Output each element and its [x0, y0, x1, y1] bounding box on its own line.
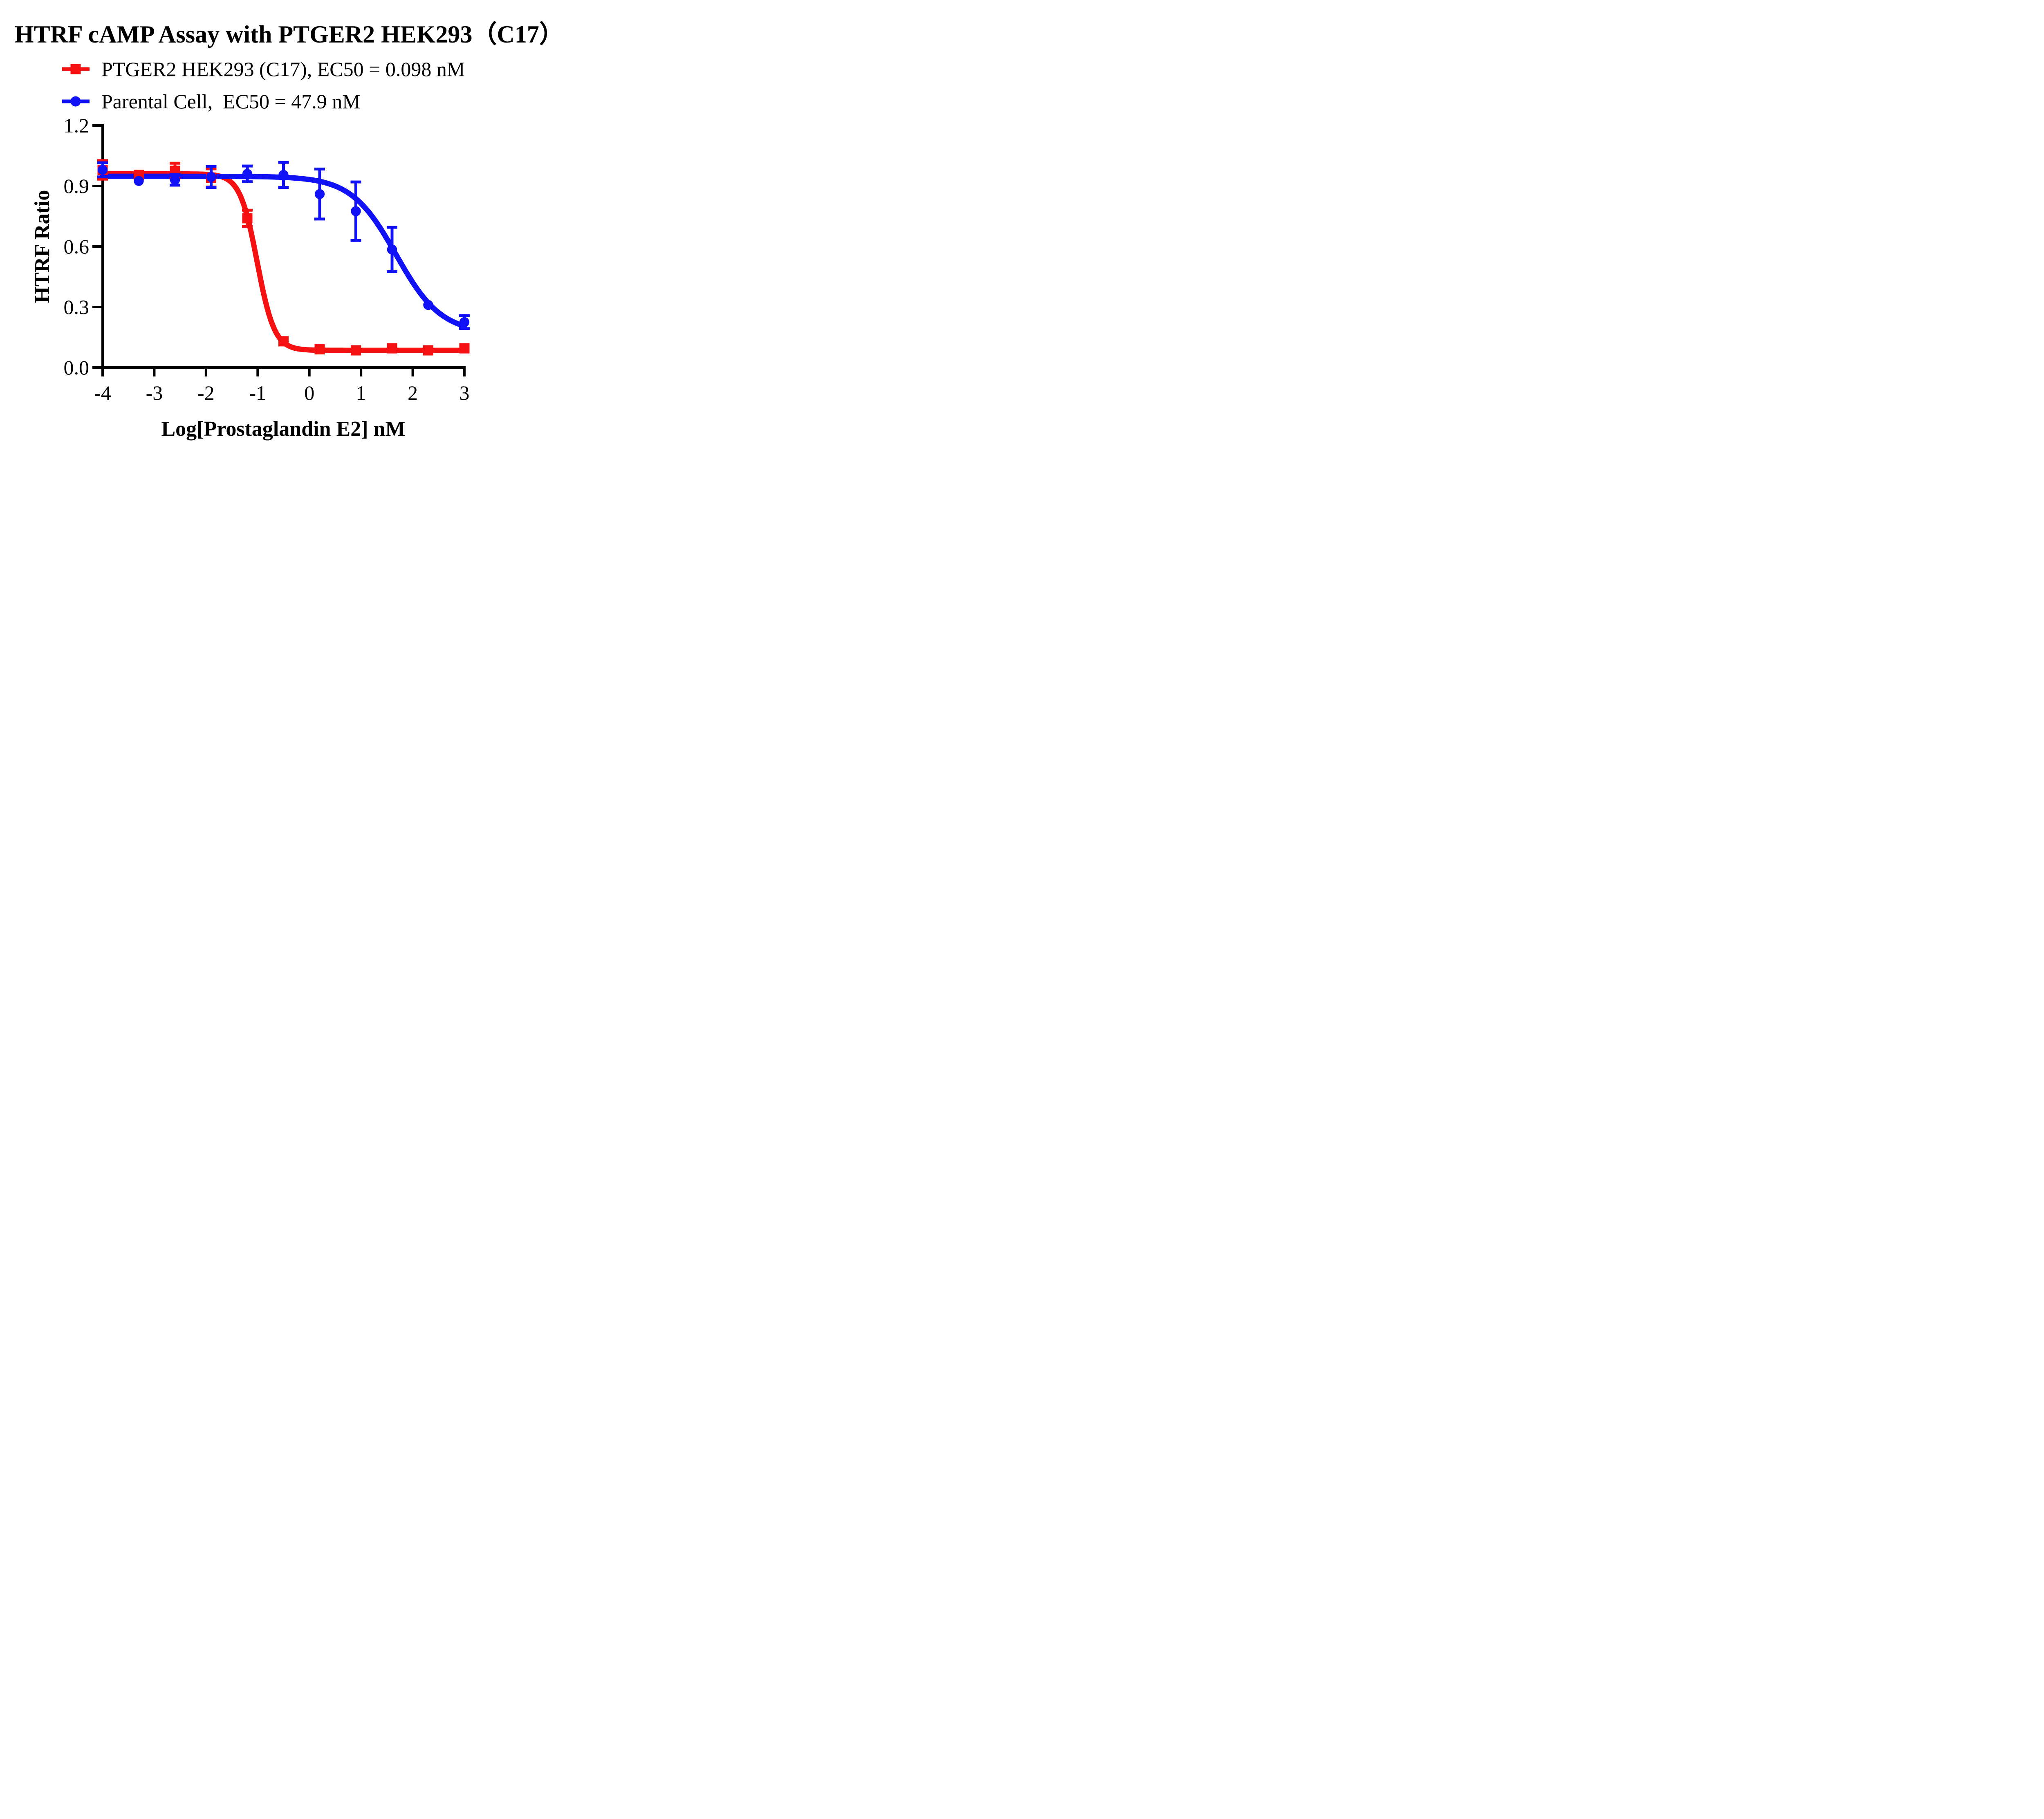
data-point-square: [278, 336, 289, 347]
data-point-circle: [206, 172, 216, 182]
legend-circle-marker-icon: [70, 96, 81, 107]
blue-series-points: [97, 161, 470, 330]
data-point-circle: [459, 317, 470, 327]
blue-fit-curve: [100, 173, 467, 329]
y-axis-label: HTRF Ratio: [31, 190, 54, 303]
x-tick-label: -3: [146, 381, 163, 404]
x-tick-label: 3: [459, 381, 470, 404]
chart-svg: HTRF cAMP Assay with PTGER2 HEK293（C17） …: [15, 20, 564, 441]
figure-canvas: HTRF cAMP Assay with PTGER2 HEK293（C17） …: [0, 0, 567, 455]
y-tick-label: 0.0: [64, 356, 90, 379]
x-tick-label: 0: [304, 381, 314, 404]
x-tick-label: 2: [408, 381, 418, 404]
chart-title: HTRF cAMP Assay with PTGER2 HEK293（C17）: [15, 20, 564, 48]
data-point-circle: [242, 169, 253, 179]
red-series-points: [97, 159, 470, 356]
y-tick-label: 1.2: [64, 114, 90, 137]
red-fit-curve: [100, 171, 467, 353]
data-point-circle: [351, 206, 361, 216]
data-point-square: [242, 213, 253, 224]
x-axis-label: Log[Prostaglandin E2] nM: [161, 417, 405, 441]
data-point-square: [387, 343, 397, 354]
legend: PTGER2 HEK293 (C17), EC50 = 0.098 nM Par…: [62, 58, 465, 113]
y-tick-label: 0.6: [64, 235, 90, 258]
legend-label-parental: Parental Cell, EC50 = 47.9 nM: [101, 90, 361, 113]
data-point-circle: [314, 189, 325, 199]
data-point-circle: [97, 165, 108, 175]
legend-item-ptger2: PTGER2 HEK293 (C17), EC50 = 0.098 nM: [62, 58, 465, 81]
data-point-circle: [278, 170, 289, 180]
plot-area: 0.0 0.3 0.6 0.9 1.2 -4 -3 -2 -1 0 1 2 3: [64, 114, 470, 404]
x-tick-label: -4: [94, 381, 111, 404]
legend-item-parental: Parental Cell, EC50 = 47.9 nM: [62, 90, 361, 113]
data-point-square: [351, 345, 361, 356]
x-tick-label: -1: [249, 381, 266, 404]
data-point-square: [314, 344, 325, 355]
y-tick-label: 0.9: [64, 175, 90, 197]
x-tick-label: -2: [197, 381, 215, 404]
data-point-circle: [134, 176, 144, 186]
data-point-square: [459, 343, 470, 354]
y-tick-label: 0.3: [64, 296, 90, 318]
data-point-square: [423, 345, 434, 356]
data-point-circle: [423, 300, 433, 310]
legend-label-ptger2: PTGER2 HEK293 (C17), EC50 = 0.098 nM: [101, 58, 465, 81]
x-tick-label: 1: [356, 381, 366, 404]
data-point-circle: [170, 175, 180, 185]
data-point-circle: [387, 244, 397, 255]
legend-square-marker-icon: [70, 64, 81, 74]
